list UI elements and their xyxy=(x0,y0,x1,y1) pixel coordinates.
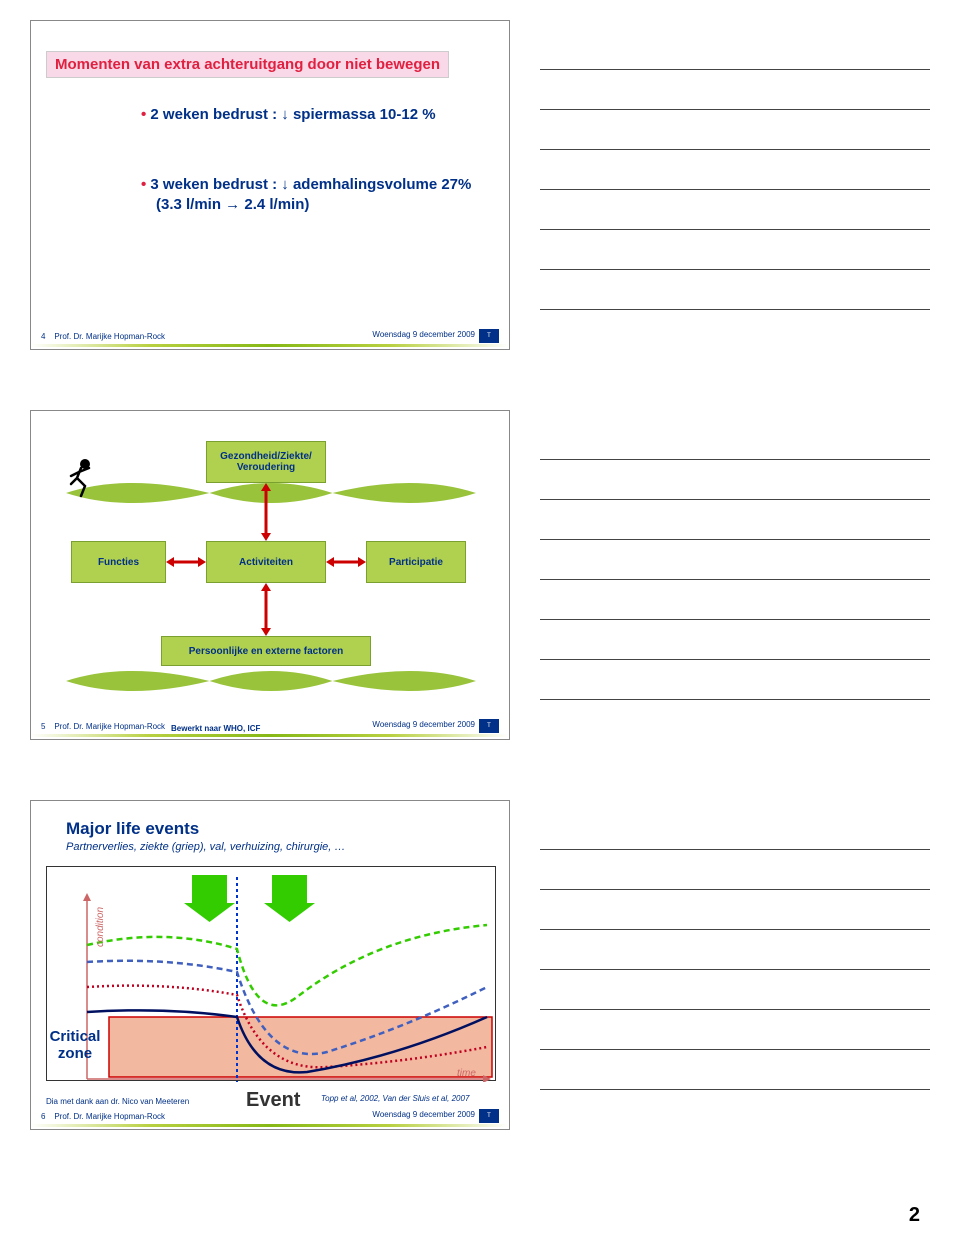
slide-number: 4 xyxy=(41,332,45,341)
chart-svg: time xyxy=(47,867,497,1082)
critical-zone-label: Critical zone xyxy=(45,1029,105,1062)
footer-bar xyxy=(31,734,509,737)
slide-3-title: Major life events xyxy=(66,819,199,839)
slide-1-title: Momenten van extra achteruitgang door ni… xyxy=(46,51,449,78)
note-line xyxy=(540,660,930,700)
slide-3-credit: Dia met dank aan dr. Nico van Meeteren xyxy=(46,1097,189,1106)
slide-1: Momenten van extra achteruitgang door ni… xyxy=(30,20,510,350)
slide-footer: 6 Prof. Dr. Marijke Hopman-Rock Woensdag… xyxy=(41,1109,499,1123)
slide-1-bullet-2: 3 weken bedrust : ↓ ademhalingsvolume 27… xyxy=(141,176,471,193)
slide-2-arrows xyxy=(31,411,510,740)
note-line xyxy=(540,970,930,1010)
footer-bar xyxy=(31,1124,509,1127)
slide-number: 6 xyxy=(41,1112,45,1121)
note-line xyxy=(540,230,930,270)
note-line xyxy=(540,70,930,110)
slide-3: Major life events Partnerverlies, ziekte… xyxy=(30,800,510,1130)
note-line xyxy=(540,850,930,890)
slide-3-citation: Topp et al, 2002, Van der Sluis et al, 2… xyxy=(321,1094,469,1103)
note-line xyxy=(540,580,930,620)
slide-footer: 5 Prof. Dr. Marijke Hopman-Rock Woensdag… xyxy=(41,719,499,733)
condition-axis-label: condition xyxy=(95,907,106,947)
slide-author: Prof. Dr. Marijke Hopman-Rock xyxy=(54,1112,165,1121)
slide-author: Prof. Dr. Marijke Hopman-Rock xyxy=(54,332,165,341)
svg-text:time: time xyxy=(457,1068,476,1079)
note-line xyxy=(540,110,930,150)
slide-date: Woensdag 9 december 2009 xyxy=(372,1110,475,1119)
runner-icon xyxy=(61,456,101,501)
note-line xyxy=(540,540,930,580)
slide-footer: 4 Prof. Dr. Marijke Hopman-Rock Woensdag… xyxy=(41,329,499,343)
slide-3-subtitle: Partnerverlies, ziekte (griep), val, ver… xyxy=(66,841,345,853)
note-line xyxy=(540,810,930,850)
slide-number: 5 xyxy=(41,722,45,731)
notes-area-1 xyxy=(540,20,930,350)
footer-bar xyxy=(31,344,509,347)
page-number: 2 xyxy=(909,1204,920,1227)
notes-area-2 xyxy=(540,410,930,740)
slide-author: Prof. Dr. Marijke Hopman-Rock xyxy=(54,722,165,731)
note-line xyxy=(540,500,930,540)
note-line xyxy=(540,930,930,970)
note-line xyxy=(540,270,930,310)
slide-date: Woensdag 9 december 2009 xyxy=(372,720,475,729)
note-line xyxy=(540,420,930,460)
slide-3-chart: time condition xyxy=(46,866,496,1081)
note-line xyxy=(540,890,930,930)
slide-date: Woensdag 9 december 2009 xyxy=(372,330,475,339)
note-line xyxy=(540,150,930,190)
slide-1-bullet-1: 2 weken bedrust : ↓ spiermassa 10-12 % xyxy=(141,106,436,123)
logo-icon: T xyxy=(479,329,499,343)
note-line xyxy=(540,620,930,660)
note-line xyxy=(540,190,930,230)
note-line xyxy=(540,1050,930,1090)
logo-icon: T xyxy=(479,1109,499,1123)
notes-area-3 xyxy=(540,800,930,1130)
slide-1-bullet-2b: (3.3 l/min → 2.4 l/min) xyxy=(156,196,309,213)
logo-icon: T xyxy=(479,719,499,733)
note-line xyxy=(540,30,930,70)
note-line xyxy=(540,460,930,500)
slide-2: Gezondheid/Ziekte/ VerouderingFunctiesAc… xyxy=(30,410,510,740)
note-line xyxy=(540,1010,930,1050)
